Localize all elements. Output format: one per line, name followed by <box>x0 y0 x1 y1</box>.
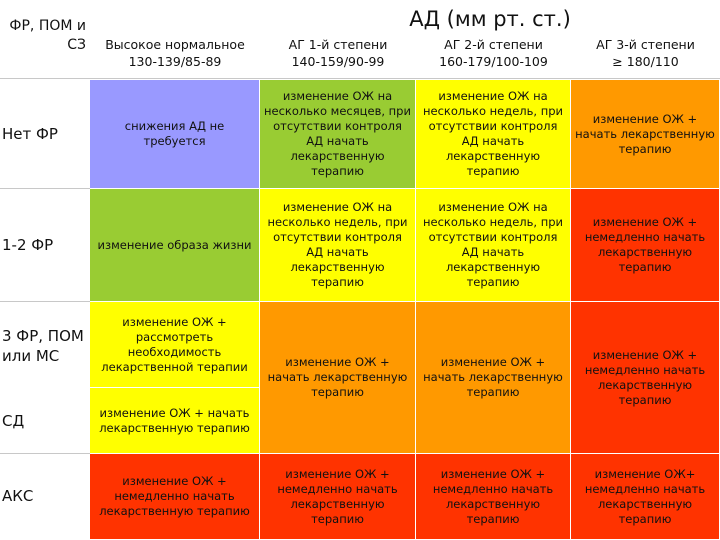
cell-no-rf-ag1: изменение ОЖ на несколько месяцев, при о… <box>260 80 416 189</box>
row-header-1-2-rf: 1-2 ФР <box>2 235 54 254</box>
column-header-range: 140-159/90-99 <box>291 54 385 69</box>
cell-3-rf-diabetes-ag1: изменение ОЖ + начать лекарственную тера… <box>260 302 416 454</box>
row-header-no-rf: Нет ФР <box>2 124 58 143</box>
column-header-label: Высокое нормальное <box>105 37 245 52</box>
column-header-label: АГ 3-й степени <box>596 37 695 52</box>
cell-no-rf-high-normal: снижения АД не требуется <box>90 80 260 189</box>
row-header-3-rf: 3 ФР, ПОМ или МС <box>2 327 84 365</box>
column-header-ag1: АГ 1-й степени 140-159/90-99 <box>260 36 416 76</box>
cell-1-2-rf-ag1: изменение ОЖ на несколько недель, при от… <box>260 189 416 302</box>
table-title: АД (мм рт. ст.) <box>409 7 571 31</box>
column-header-range: ≥ 180/110 <box>612 54 679 69</box>
cell-1-2-rf-ag3: изменение ОЖ + немедленно начать лекарст… <box>571 189 720 302</box>
cell-3-rf-diabetes-ag3: изменение ОЖ + немедленно начать лекарст… <box>571 302 720 454</box>
cell-acs-high-normal: изменение ОЖ + немедленно начать лекарст… <box>90 454 260 540</box>
cell-acs-ag1: изменение ОЖ + немедленно начать лекарст… <box>260 454 416 540</box>
column-header-range: 160-179/100-109 <box>439 54 548 69</box>
cell-acs-ag3: изменение ОЖ+ немедленно начать лекарств… <box>571 454 720 540</box>
row-divider <box>0 453 90 454</box>
cell-acs-ag2: изменение ОЖ + немедленно начать лекарст… <box>416 454 571 540</box>
header-divider <box>0 78 720 79</box>
cell-no-rf-ag3: изменение ОЖ + начать лекарственную тера… <box>571 80 720 189</box>
cell-3-rf-diabetes-ag2: изменение ОЖ + начать лекарственную тера… <box>416 302 571 454</box>
cell-1-2-rf-ag2: изменение ОЖ на несколько недель, при от… <box>416 189 571 302</box>
corner-label: ФР, ПОМ и СЗ <box>9 18 86 53</box>
column-header-high-normal: Высокое нормальное 130-139/85-89 <box>90 36 260 76</box>
column-header-ag2: АГ 2-й степени 160-179/100-109 <box>416 36 571 76</box>
row-divider <box>0 188 90 189</box>
cell-diabetes-high-normal: изменение ОЖ + начать лекарственную тера… <box>90 388 260 454</box>
row-header-diabetes: СД <box>2 412 25 430</box>
cell-3-rf-high-normal: изменение ОЖ + рассмотреть необходимость… <box>90 302 260 388</box>
cell-no-rf-ag2: изменение ОЖ на несколько недель, при от… <box>416 80 571 189</box>
column-header-label: АГ 1-й степени <box>288 37 388 52</box>
cell-1-2-rf-high-normal: изменение образа жизни <box>90 189 260 302</box>
column-header-range: 130-139/85-89 <box>128 54 222 69</box>
column-header-label: АГ 2-й степени <box>444 37 543 52</box>
column-header-ag3: АГ 3-й степени ≥ 180/110 <box>571 36 720 76</box>
row-divider <box>0 301 90 302</box>
row-header-acs: АКС <box>2 487 34 505</box>
